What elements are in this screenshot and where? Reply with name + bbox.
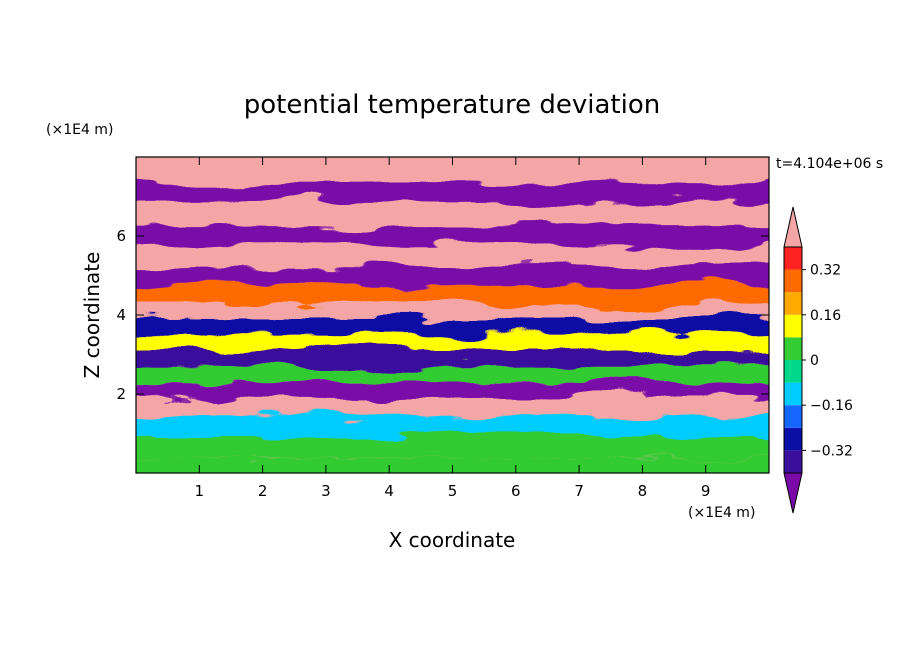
contour-band bbox=[136, 382, 769, 398]
x-tick-label: 3 bbox=[321, 482, 331, 500]
colorbar-swatch bbox=[784, 292, 802, 315]
x-axis: 1 2 3 4 5 6 7 8 9 bbox=[195, 157, 711, 500]
contour-band bbox=[136, 202, 769, 225]
x-tick-label: 1 bbox=[195, 482, 205, 500]
x-tick-label: 2 bbox=[258, 482, 268, 500]
colorbar-swatch bbox=[784, 314, 802, 338]
y-axis-label: Z coordinate bbox=[80, 252, 104, 379]
colorbar-swatch bbox=[784, 247, 802, 270]
colorbar-label: −0.32 bbox=[810, 443, 853, 459]
x-tick-label: 8 bbox=[638, 482, 648, 500]
colorbar: 0.32 0.16 0 −0.16 −0.32 bbox=[783, 206, 853, 514]
x-axis-label: X coordinate bbox=[389, 528, 516, 552]
colorbar-label: 0.16 bbox=[810, 308, 841, 324]
colorbar-swatch bbox=[784, 269, 802, 293]
colorbar-label: 0 bbox=[810, 353, 819, 369]
contour-band bbox=[136, 265, 769, 286]
contour-band bbox=[136, 318, 769, 335]
contour-band bbox=[136, 182, 769, 203]
x-tick-label: 7 bbox=[574, 482, 584, 500]
contour-band bbox=[136, 334, 769, 351]
x-tick-label: 5 bbox=[448, 482, 458, 500]
colorbar-label: −0.16 bbox=[810, 398, 853, 414]
contour-band bbox=[136, 437, 769, 459]
colorbar-swatch bbox=[784, 360, 802, 383]
y-tick-label: 6 bbox=[116, 227, 126, 245]
y-axis: 2 4 6 bbox=[116, 227, 769, 403]
contour-band bbox=[136, 415, 769, 438]
y-unit-label: (×1E4 m) bbox=[46, 122, 113, 138]
x-tick-label: 6 bbox=[511, 482, 521, 500]
colorbar-swatch bbox=[784, 450, 802, 473]
colorbar-swatch bbox=[784, 405, 802, 428]
y-tick-label: 4 bbox=[116, 306, 126, 324]
x-unit-label: (×1E4 m) bbox=[688, 505, 755, 521]
colorbar-swatch bbox=[784, 337, 802, 360]
plot-area bbox=[136, 157, 769, 473]
x-tick-label: 9 bbox=[701, 482, 711, 500]
colorbar-swatch bbox=[784, 382, 802, 406]
contour-band bbox=[136, 397, 769, 416]
contour-field bbox=[136, 157, 769, 473]
contour-band bbox=[136, 350, 769, 367]
contour-band bbox=[136, 285, 769, 304]
contour-band bbox=[136, 366, 769, 383]
colorbar-swatch bbox=[784, 427, 802, 451]
contour-band bbox=[136, 303, 769, 319]
y-tick-label: 2 bbox=[116, 385, 126, 403]
contour-band bbox=[136, 245, 769, 266]
chart-title: potential temperature deviation bbox=[244, 90, 660, 120]
colorbar-lower-extend bbox=[783, 472, 803, 514]
x-tick-label: 4 bbox=[384, 482, 394, 500]
colorbar-upper-extend bbox=[783, 206, 803, 248]
colorbar-label: 0.32 bbox=[810, 263, 841, 279]
time-label: t=4.104e+06 s bbox=[776, 156, 883, 172]
contour-band bbox=[136, 224, 769, 246]
